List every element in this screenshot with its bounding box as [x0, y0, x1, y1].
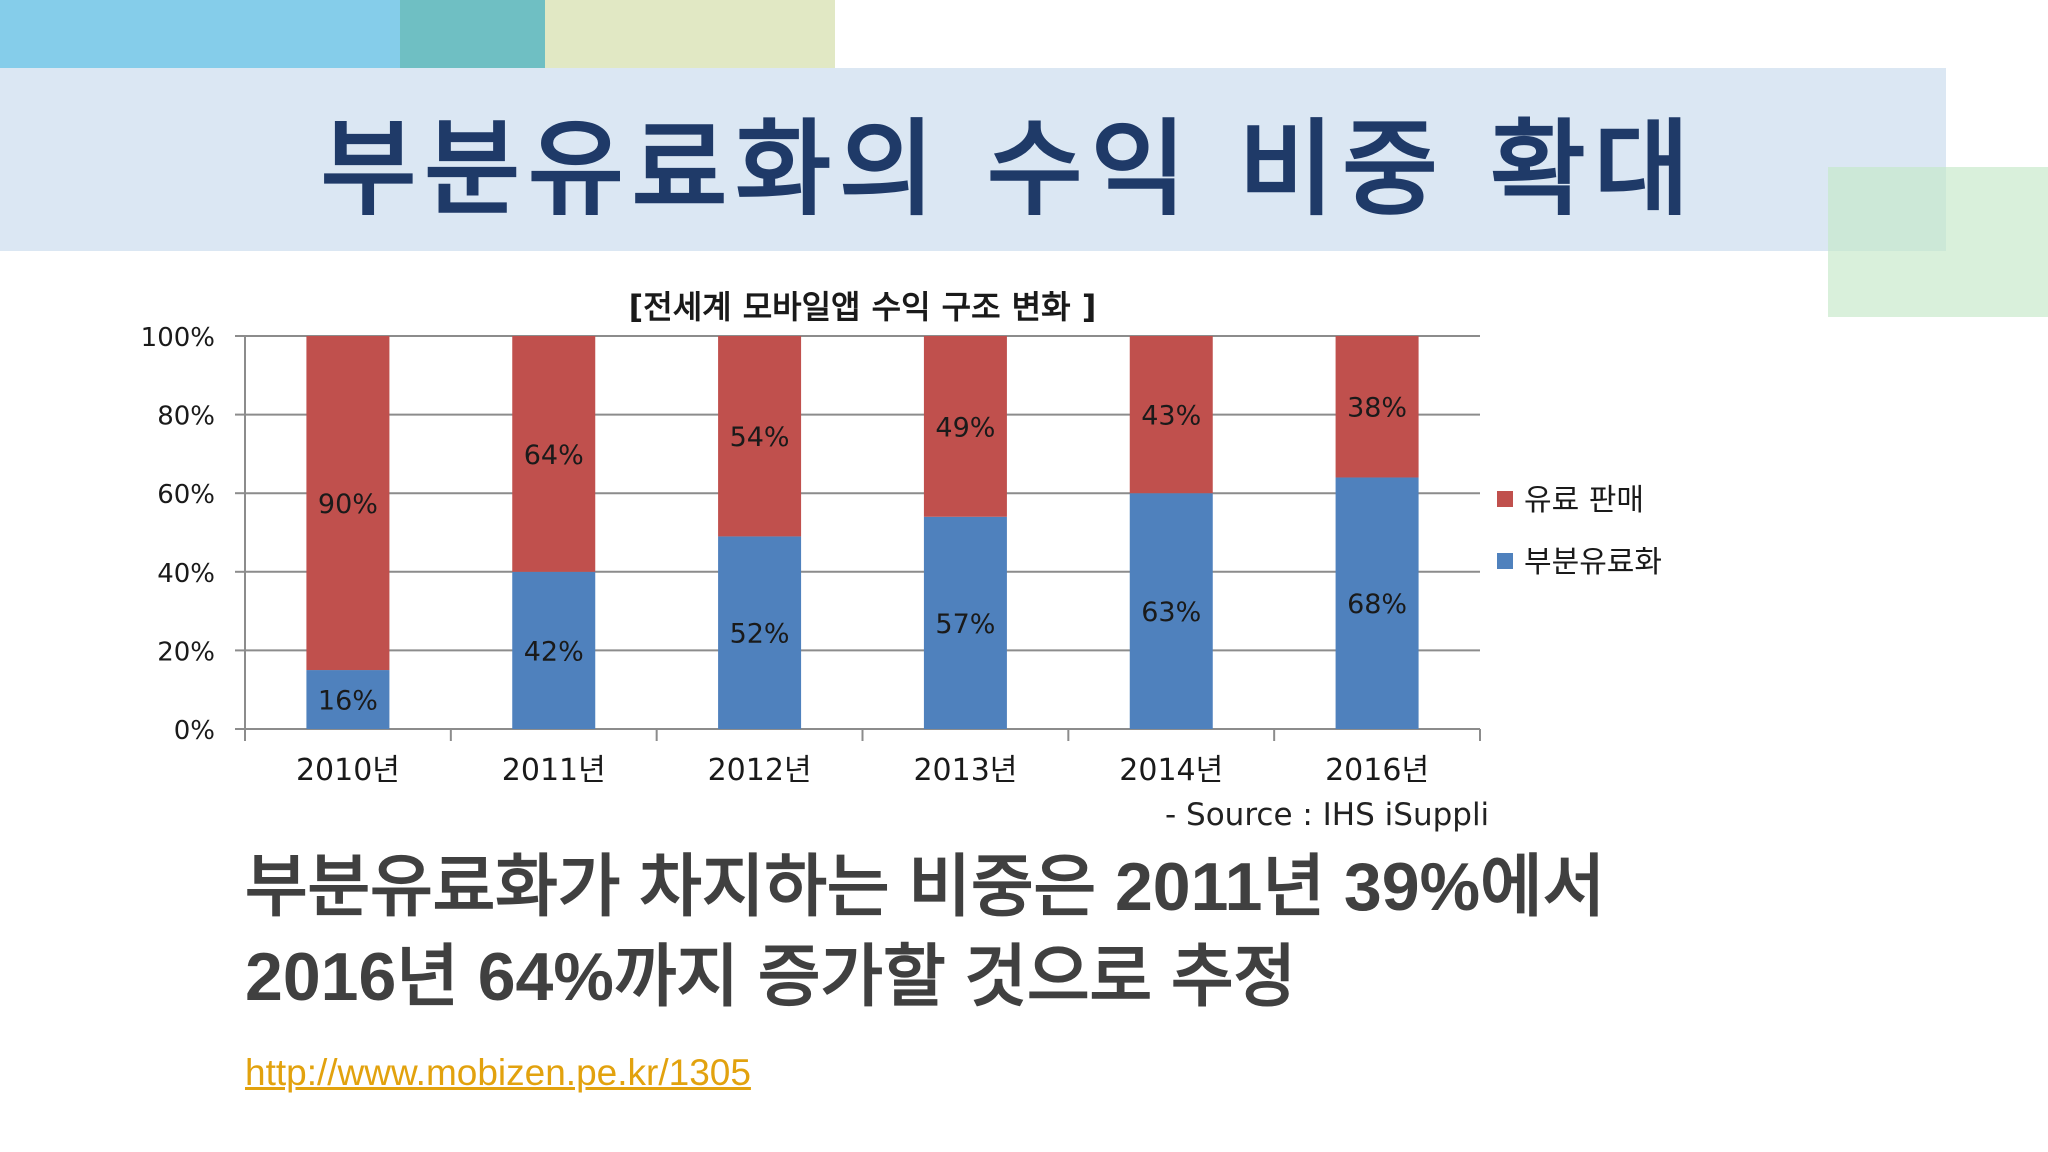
side-decoration-green: [1828, 167, 2048, 317]
bar-paid: [306, 336, 390, 671]
bar-freemium: [512, 571, 596, 729]
data-label: 63%: [1141, 597, 1201, 628]
chart-source: - Source : IHS iSuppli: [1165, 797, 1490, 833]
bar-paid: [1335, 336, 1419, 478]
data-label: 54%: [730, 422, 790, 453]
bar-freemium: [923, 516, 1007, 729]
bar-freemium: [718, 536, 802, 729]
data-label: 64%: [524, 440, 584, 471]
summary-line-1: 부분유료화가 차지하는 비중은 2011년 39%에서: [245, 849, 1606, 925]
summary-text: 부분유료화가 차지하는 비중은 2011년 39%에서 2016년 64%까지 …: [245, 842, 1895, 1022]
page-title: 부분유료화의 수익 비중 확대: [320, 108, 1698, 230]
x-tick-label: 2011년: [502, 753, 606, 788]
data-label: 68%: [1347, 589, 1407, 620]
data-label: 49%: [935, 412, 995, 443]
chart-title: [전세계 모바일앱 수익 구조 변화 ]: [629, 288, 1097, 326]
source-link[interactable]: http://www.mobizen.pe.kr/1305: [245, 1052, 751, 1093]
data-label: 57%: [935, 609, 995, 640]
legend-label: 부분유료화: [1524, 545, 1662, 580]
y-tick-label: 60%: [157, 480, 215, 510]
x-tick-label: 2012년: [708, 753, 812, 788]
legend-label: 유료 판매: [1524, 483, 1644, 518]
data-label: 42%: [524, 636, 584, 667]
data-label: 16%: [318, 686, 378, 717]
bar-paid: [1129, 336, 1213, 494]
x-tick-label: 2010년: [296, 753, 400, 788]
data-label: 38%: [1347, 393, 1407, 424]
bar-freemium: [1129, 493, 1213, 729]
y-tick-label: 20%: [157, 637, 215, 667]
y-tick-label: 80%: [157, 402, 215, 432]
bar-freemium: [306, 670, 390, 729]
y-tick-label: 0%: [174, 716, 215, 746]
legend-swatch: [1497, 491, 1513, 507]
data-label: 90%: [318, 489, 378, 520]
legend-swatch: [1497, 553, 1513, 569]
y-tick-label: 40%: [157, 559, 215, 589]
x-tick-label: 2014년: [1119, 753, 1223, 788]
bar-freemium: [1335, 477, 1419, 729]
data-label: 43%: [1141, 401, 1201, 432]
summary-line-2: 2016년 64%까지 증가할 것으로 추정: [245, 939, 1297, 1015]
bar-paid: [718, 336, 802, 537]
title-band: [0, 68, 1946, 251]
bar-paid: [512, 336, 596, 572]
bar-paid: [923, 336, 1007, 517]
x-tick-label: 2016년: [1325, 753, 1429, 788]
y-tick-label: 100%: [141, 323, 215, 353]
x-tick-label: 2013년: [913, 753, 1017, 788]
data-label: 52%: [730, 619, 790, 650]
